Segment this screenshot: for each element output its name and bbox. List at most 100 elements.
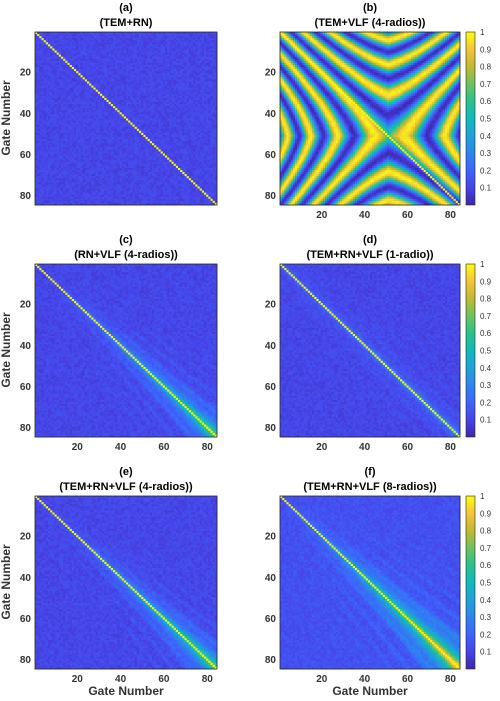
heatmap-cell <box>195 141 198 144</box>
heatmap-cell <box>165 34 168 37</box>
heatmap-cell <box>104 64 107 68</box>
heatmap-cell <box>210 99 214 103</box>
heatmap-cell <box>95 132 99 136</box>
heatmap-cell <box>123 34 127 37</box>
heatmap-cell <box>132 122 136 126</box>
heatmap-cell <box>110 151 114 154</box>
heatmap-cell <box>149 75 153 78</box>
heatmap-cell <box>78 36 81 39</box>
heatmap-cell <box>162 52 166 56</box>
heatmap-cell <box>134 79 138 82</box>
heatmap-cell <box>95 77 99 80</box>
heatmap-cell <box>128 122 131 126</box>
heatmap-cell <box>54 124 58 128</box>
heatmap-cell <box>160 93 164 97</box>
heatmap-cell <box>65 60 68 64</box>
heatmap-cell <box>78 110 81 113</box>
heatmap-cell <box>54 77 58 80</box>
heatmap-cell <box>188 110 192 113</box>
heatmap-cell <box>145 93 149 97</box>
heatmap-cell <box>102 95 105 99</box>
heatmap-cell <box>54 48 58 51</box>
heatmap-cell <box>184 128 188 132</box>
heatmap-cell <box>158 112 162 115</box>
heatmap-cell <box>91 79 94 82</box>
heatmap-cell <box>126 95 129 99</box>
heatmap-cell <box>147 151 151 154</box>
heatmap-cell <box>169 147 172 150</box>
heatmap-cell <box>214 102 218 105</box>
heatmap-cell <box>67 106 71 109</box>
heatmap-cell <box>158 97 162 101</box>
heatmap-cell <box>108 60 112 64</box>
heatmap-cell <box>197 75 201 78</box>
heatmap-cell <box>119 106 123 109</box>
heatmap-cell <box>50 64 53 68</box>
heatmap-cell <box>80 126 84 130</box>
heatmap-cell <box>71 97 75 101</box>
heatmap-cell <box>145 118 149 121</box>
heatmap-cell <box>106 67 110 70</box>
heatmap-cell <box>52 48 55 51</box>
heatmap-cell <box>104 91 107 95</box>
heatmap-cell <box>67 44 71 47</box>
heatmap-cell <box>139 38 142 41</box>
heatmap-cell <box>210 32 214 35</box>
heatmap-cell <box>54 52 58 56</box>
heatmap-cell <box>89 104 92 107</box>
heatmap-cell <box>180 89 183 93</box>
heatmap-cell <box>178 99 181 103</box>
heatmap-cell <box>106 141 110 144</box>
heatmap-cell <box>106 106 110 109</box>
heatmap-cell <box>169 139 172 142</box>
heatmap-cell <box>41 48 45 51</box>
heatmap-cell <box>158 110 162 113</box>
heatmap-cell <box>106 132 110 136</box>
heatmap-cell <box>78 124 81 128</box>
heatmap-cell <box>201 130 205 134</box>
heatmap-cell <box>119 102 123 105</box>
heatmap-cell <box>84 77 88 80</box>
heatmap-cell <box>126 108 129 111</box>
heatmap-cell <box>141 122 144 126</box>
heatmap-cell <box>126 89 129 93</box>
heatmap-cell <box>39 52 42 56</box>
heatmap-cell <box>121 141 125 144</box>
heatmap-cell <box>58 112 62 115</box>
heatmap-cell <box>65 56 68 60</box>
heatmap-cell <box>184 69 188 72</box>
heatmap-cell <box>78 99 81 103</box>
heatmap-cell <box>63 46 66 49</box>
heatmap-cell <box>115 42 118 45</box>
heatmap-cell <box>89 145 92 148</box>
heatmap-cell <box>169 54 172 58</box>
heatmap-cell <box>152 81 155 84</box>
heatmap-cell <box>208 75 211 78</box>
heatmap-cell <box>139 108 142 111</box>
heatmap-cell <box>67 99 71 103</box>
heatmap-cell <box>61 128 64 132</box>
heatmap-cell <box>123 143 127 146</box>
heatmap-cell <box>182 83 185 86</box>
heatmap-cell <box>132 64 136 68</box>
heatmap-cell <box>173 122 177 126</box>
heatmap-cell <box>128 143 131 146</box>
heatmap-cell <box>165 71 168 74</box>
heatmap-cell <box>84 32 88 35</box>
heatmap-cell <box>87 137 90 140</box>
heatmap-cell <box>93 108 97 111</box>
heatmap-cell <box>149 112 153 115</box>
heatmap-cell <box>100 145 103 148</box>
heatmap-cell <box>147 102 151 105</box>
heatmap-cell <box>191 132 194 136</box>
heatmap-cell <box>100 60 103 64</box>
heatmap-cell <box>95 122 99 126</box>
heatmap-cell <box>210 118 214 121</box>
heatmap-cell <box>123 89 127 93</box>
heatmap-cell <box>106 89 110 93</box>
heatmap-cell <box>71 44 75 47</box>
heatmap-cell <box>115 69 118 72</box>
heatmap-cell <box>132 42 136 45</box>
heatmap-cell <box>84 145 88 148</box>
heatmap-cell <box>67 34 71 37</box>
